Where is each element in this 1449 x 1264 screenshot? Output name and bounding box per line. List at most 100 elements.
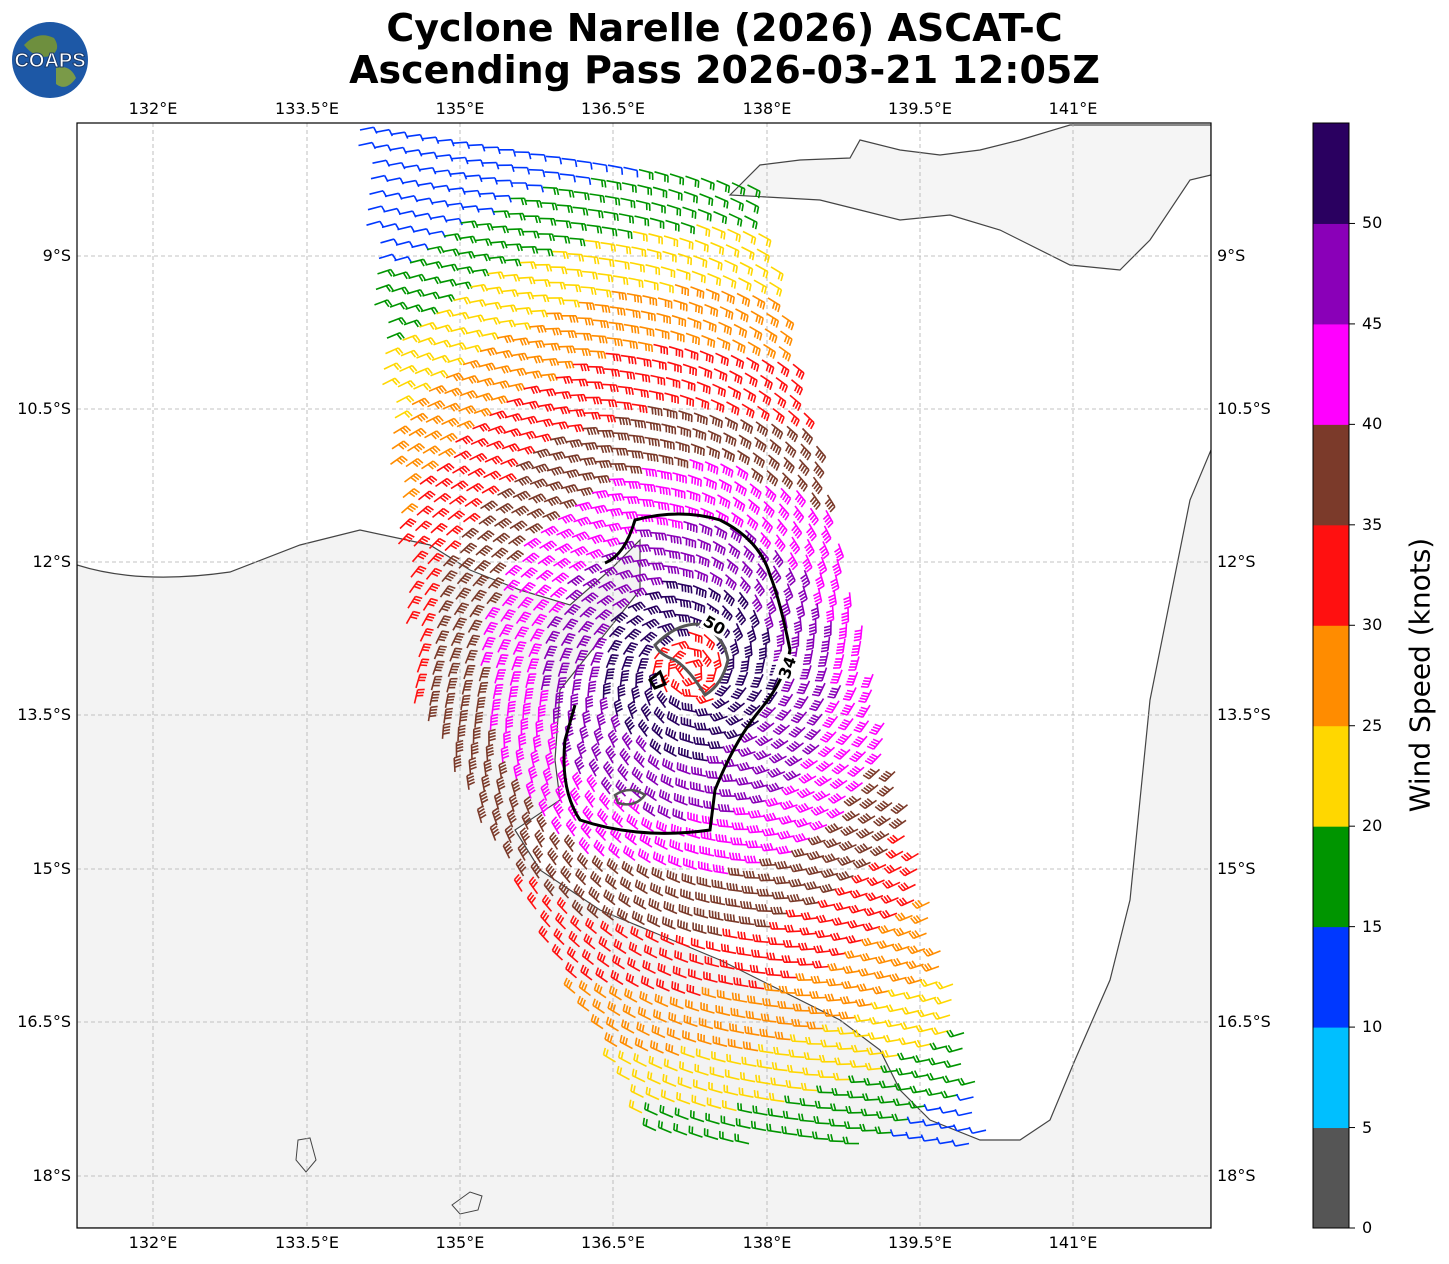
wind-barb [644,436,660,447]
wind-barb [456,420,475,430]
wind-barb [630,419,647,429]
wind-barb [832,558,842,577]
wind-barb [750,310,764,326]
wind-barb [566,424,585,433]
wind-barb [625,308,641,319]
wind-barb [699,193,714,207]
wind-barb [735,465,749,481]
wind-barb [778,345,792,362]
wind-barb [504,413,523,422]
wind-barb [413,382,432,391]
wind-barb [528,493,547,504]
wind-barb [580,286,597,296]
lon-tick-top: 133.5°E [275,99,339,118]
wind-barb [444,387,463,397]
wind-barb [738,434,752,450]
wind-barb [377,268,396,277]
wind-barb [642,295,658,306]
wind-barb [775,376,789,393]
wind-barb [772,407,785,424]
wind-barb [511,182,529,190]
wind-barb [669,503,685,515]
title-line-2: Ascending Pass 2026-03-21 12:05Z [349,48,1100,92]
wind-barb [442,402,461,412]
wind-barb [730,354,745,369]
wind-barb [758,390,772,406]
wind-barb [725,244,740,258]
wind-barb [631,403,648,414]
wind-barb [692,427,707,441]
wind-barb [744,372,758,388]
wind-barb [693,255,708,268]
lat-tick-left: 10.5°S [17,399,71,418]
colorbar-tick-label: 25 [1362,715,1383,735]
wind-barb [378,253,397,261]
wind-barb [589,350,607,359]
wind-barb [651,359,667,371]
wind-barb [776,518,788,537]
wind-barb [755,264,769,279]
wind-barb [802,554,813,573]
wind-barb [382,377,401,386]
wind-barb [512,490,531,502]
wind-barb [552,406,571,415]
wind-barb [789,536,801,555]
wind-barb [431,507,450,519]
wind-barb [617,385,634,396]
lon-tick-bottom: 132°E [128,1233,178,1252]
wind-barb [667,518,683,530]
wind-barb [766,469,779,487]
wind-barb [760,374,773,391]
wind-barb [627,450,644,459]
wind-barb [611,290,628,301]
wind-barb [822,510,834,529]
lon-tick-top: 138°E [742,99,792,118]
wind-barb [652,516,669,526]
wind-barb [418,490,436,501]
wind-barb [473,407,492,417]
wind-barb [665,219,680,232]
wind-barb [465,174,483,183]
wind-barb [697,208,712,222]
wind-barb [613,432,630,441]
wind-barb [496,179,514,188]
wind-barb [643,279,659,291]
wind-barb [703,476,718,491]
wind-barb [490,240,508,249]
wind-barb [501,289,519,298]
wind-barb [809,492,821,511]
colorbar-title: Wind Speed (knots) [1403,537,1437,813]
wind-barb [575,332,593,341]
wind-barb [774,534,786,552]
island-south [451,1191,483,1215]
wind-barb [480,500,499,512]
wind-barb [389,301,408,310]
wind-barb [691,270,706,284]
wind-barb [502,273,521,282]
wind-barb [586,224,603,234]
wind-barb [526,508,545,519]
wind-barb [595,288,612,298]
title-line-1: Cyclone Narelle (2026) ASCAT-C [386,6,1063,50]
wind-barb [669,173,685,186]
wind-barb [551,421,569,430]
wind-barb [739,261,754,276]
wind-barb [396,395,415,404]
colorbar-segment [1313,625,1349,727]
wind-barb [448,187,466,195]
wind-barb [719,306,734,320]
wind-barb [664,549,681,560]
wind-barb [815,445,827,464]
wind-barb [698,365,713,379]
wind-barb [399,364,418,373]
wind-barb [656,312,671,325]
wind-barb [679,394,695,407]
wind-barb [458,405,477,415]
wind-barb [406,133,424,142]
wind-barb [487,271,505,280]
wind-barb [673,456,689,469]
wind-barb [803,412,815,430]
wind-barb [680,221,696,235]
wind-barb [498,319,516,328]
wind-barb [654,328,670,340]
